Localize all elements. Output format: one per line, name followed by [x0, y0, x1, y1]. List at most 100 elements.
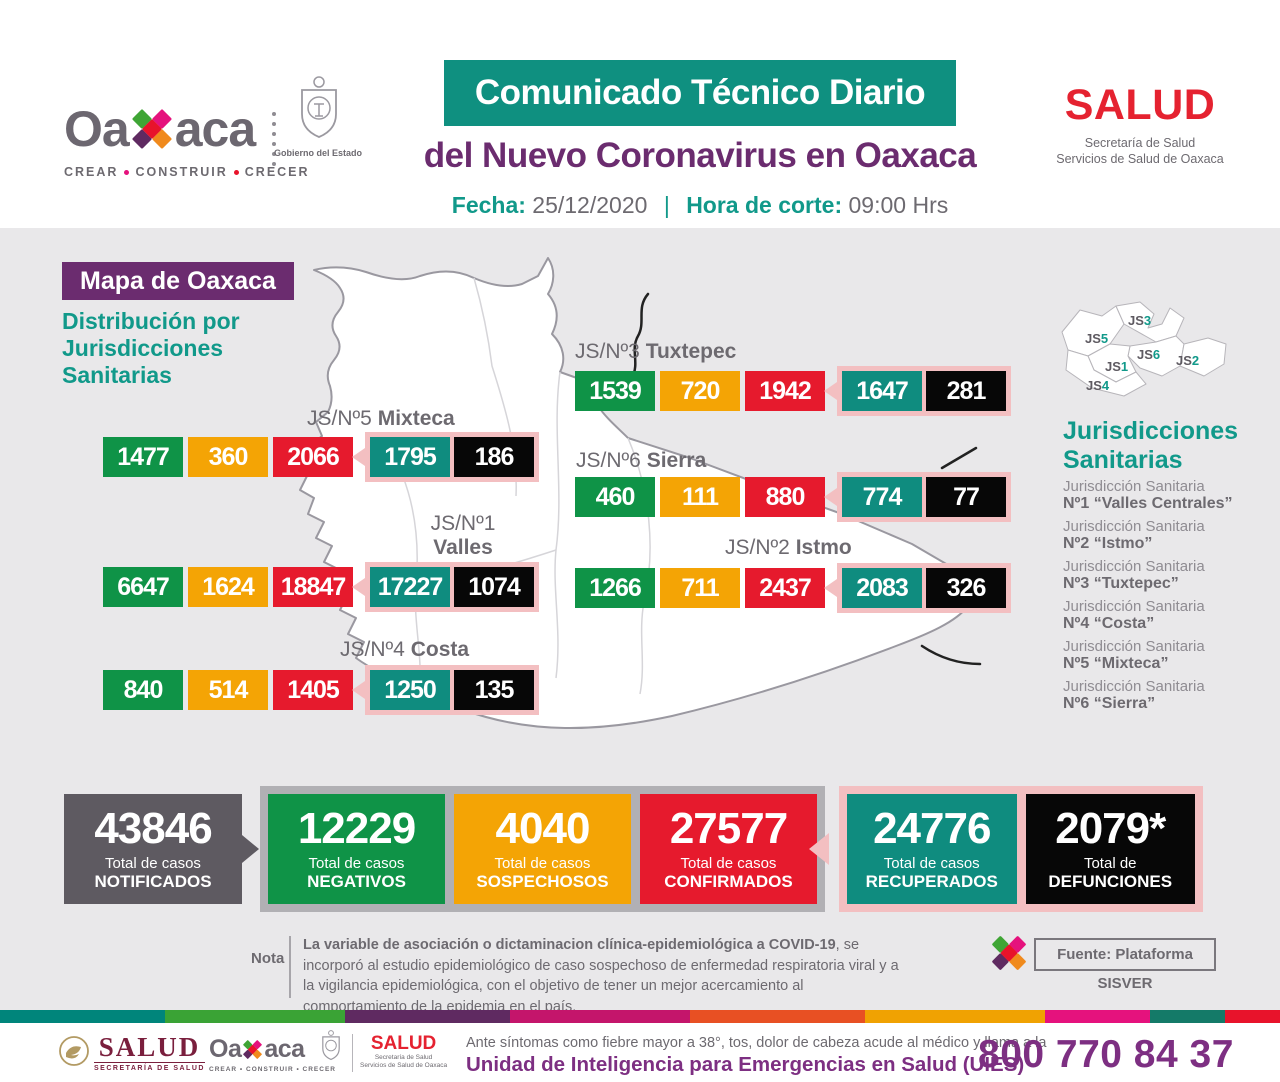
legend-item: Jurisdicción Sanitaria Nº4 “Costa” — [1063, 598, 1205, 632]
recovered-deaths-group: 17227 1074 — [352, 562, 539, 612]
value-defunciones: 135 — [454, 670, 534, 710]
value-defunciones: 186 — [454, 437, 534, 477]
js-row-tuxtepec: 1539 720 1942 1647 281 — [575, 363, 1011, 419]
js-label-mixteca: JS/Nº5 Mixteca — [307, 407, 455, 430]
js-label-costa: JS/Nº4 Costa — [340, 638, 470, 661]
mini-map-label-js2: JS2 — [1176, 353, 1200, 368]
date-divider: | — [663, 192, 670, 218]
value-defunciones: 1074 — [454, 567, 534, 607]
date-value: 25/12/2020 — [532, 192, 648, 218]
mini-map-label-js4: JS4 — [1086, 378, 1110, 393]
value-sospechosos: 111 — [660, 477, 740, 517]
title-banner: Comunicado Técnico Diario — [444, 60, 956, 126]
value-recuperados: 1795 — [370, 437, 450, 477]
value-confirmados: 1405 — [273, 670, 353, 710]
oaxaca-word-prefix: Oa — [64, 101, 130, 157]
recovered-deaths-group: 1795 186 — [352, 432, 539, 482]
pointer-left-icon — [824, 579, 837, 597]
nota-label: Nota — [251, 950, 285, 967]
value-confirmados: 2066 — [273, 437, 353, 477]
pointer-left-icon — [352, 578, 365, 596]
tagline-dot-icon — [233, 169, 239, 175]
total-recuperados: 24776 Total de casos RECUPERADOS — [847, 794, 1017, 904]
oaxaca-x-diamonds-icon — [992, 936, 1026, 970]
pointer-left-icon — [824, 488, 837, 506]
value-recuperados: 2083 — [842, 568, 922, 608]
jurisdictions-mini-map — [1061, 301, 1227, 397]
crest-caption: Gobierno del Estado — [273, 148, 362, 158]
js-row-mixteca: 1477 360 2066 1795 186 — [103, 429, 539, 485]
nota-text: La variable de asociación o dictaminacio… — [303, 937, 899, 1015]
cutoff-value: 09:00 Hrs — [848, 192, 949, 218]
footer-salud-oaxaca-logo: SALUD Secretaría de Salud Servicios de S… — [360, 1033, 448, 1070]
value-sospechosos: 720 — [660, 371, 740, 411]
total-sospechosos: 4040 Total de casos SOSPECHOSOS — [454, 794, 631, 904]
value-recuperados: 1647 — [842, 371, 922, 411]
footer-logo-divider — [352, 1034, 353, 1072]
federal-eagle-icon — [59, 1036, 89, 1066]
oaxaca-word-suffix: aca — [174, 101, 256, 157]
mini-map-label-js6: JS6 — [1137, 347, 1161, 362]
decorative-color-stripe — [0, 1010, 1280, 1023]
value-confirmados: 18847 — [273, 567, 353, 607]
map-subtitle: Distribución por Jurisdicciones Sanitari… — [62, 308, 240, 388]
outcome-group: 24776 Total de casos RECUPERADOS 2079* T… — [839, 786, 1203, 912]
value-sospechosos: 1624 — [188, 567, 268, 607]
tested-group: 12229 Total de casos NEGATIVOS 4040 Tota… — [260, 786, 825, 912]
value-sospechosos: 360 — [188, 437, 268, 477]
value-confirmados: 880 — [745, 477, 825, 517]
value-defunciones: 326 — [926, 568, 1006, 608]
oaxaca-wordmark: Oa aca — [64, 100, 310, 158]
legend-item: Jurisdicción Sanitaria Nº1 “Valles Centr… — [1063, 478, 1233, 512]
mini-map-label-js3: JS3 — [1128, 313, 1152, 328]
cutoff-label: Hora de corte: — [686, 192, 843, 218]
value-negativos: 840 — [103, 670, 183, 710]
value-recuperados: 17227 — [370, 567, 450, 607]
tagline-dot-icon — [124, 169, 130, 175]
legend-title: Jurisdicciones Sanitarias — [1063, 417, 1239, 474]
gobierno-crest-icon — [301, 76, 337, 138]
js-label-istmo: JS/Nº2 Istmo — [725, 536, 852, 559]
salud-wordmark: SALUD — [1064, 81, 1216, 129]
date-label: Fecha: — [451, 192, 526, 218]
emergency-phone-number: 800 770 84 37 — [978, 1033, 1234, 1076]
js-label-sierra: JS/Nº6 Sierra — [576, 449, 707, 472]
oaxaca-state-logo: Oa aca CREAR CONSTRUIR CRECER — [64, 100, 310, 179]
value-negativos: 1477 — [103, 437, 183, 477]
legend-item: Jurisdicción Sanitaria Nº5 “Mixteca” — [1063, 638, 1205, 672]
js-label-tuxtepec: JS/Nº3 Tuxtepec — [575, 340, 737, 363]
js-row-istmo: 1266 711 2437 2083 326 — [575, 560, 1011, 616]
js-row-valles-centrales: 6647 1624 18847 17227 1074 — [103, 559, 539, 615]
js-row-sierra: 460 111 880 774 77 — [575, 469, 1011, 525]
recovered-deaths-group: 1647 281 — [824, 366, 1011, 416]
value-sospechosos: 711 — [660, 568, 740, 608]
health-advice: Ante síntomas como fiebre mayor a 38°, t… — [466, 1035, 1047, 1076]
logo-separator-dots — [272, 112, 276, 166]
legend-item: Jurisdicción Sanitaria Nº3 “Tuxtepec” — [1063, 558, 1205, 592]
total-confirmados: 27577 Total de casos CONFIRMADOS — [640, 794, 817, 904]
recovered-deaths-group: 1250 135 — [352, 665, 539, 715]
recovered-deaths-group: 2083 326 — [824, 563, 1011, 613]
pointer-left-icon — [352, 448, 365, 466]
total-notificados: 43846 Total de casos NOTIFICADOS — [64, 794, 242, 904]
source-badge: Fuente: Plataforma SISVER — [1034, 938, 1216, 992]
gobierno-crest-icon — [322, 1030, 340, 1061]
oaxaca-x-diamonds-icon — [132, 109, 172, 149]
nota-divider — [289, 936, 291, 998]
legend-list: Jurisdicción Sanitaria Nº1 “Valles Centr… — [1063, 478, 1232, 718]
pointer-left-icon — [824, 382, 837, 400]
page-subtitle: del Nuevo Coronavirus en Oaxaca — [423, 136, 977, 175]
mini-map-label-js1: JS1 — [1105, 359, 1129, 374]
pointer-left-icon — [352, 681, 365, 699]
value-negativos: 460 — [575, 477, 655, 517]
value-confirmados: 1942 — [745, 371, 825, 411]
total-negativos: 12229 Total de casos NEGATIVOS — [268, 794, 445, 904]
value-defunciones: 281 — [926, 371, 1006, 411]
value-sospechosos: 514 — [188, 670, 268, 710]
oaxaca-x-diamonds-icon — [243, 1040, 263, 1059]
value-defunciones: 77 — [926, 477, 1006, 517]
mini-map-label-js5: JS5 — [1085, 331, 1109, 346]
date-line: Fecha: 25/12/2020 | Hora de corte: 09:00… — [404, 192, 996, 219]
value-negativos: 1539 — [575, 371, 655, 411]
total-defunciones: 2079* Total de DEFUNCIONES — [1025, 794, 1195, 904]
